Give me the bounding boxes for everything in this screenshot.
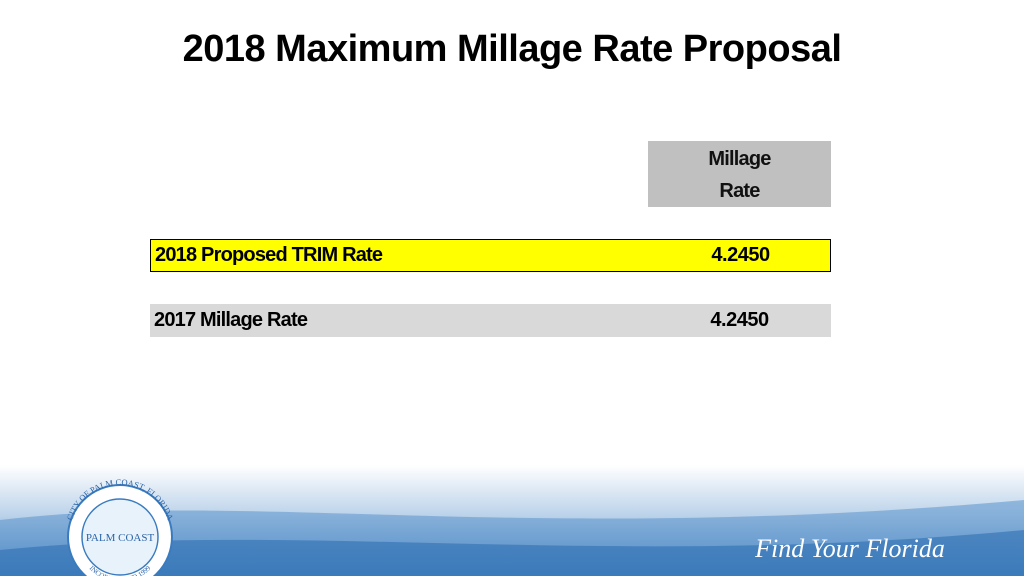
- logo-name: PALM COAST: [86, 532, 155, 544]
- table-row: 2017 Millage Rate 4.2450: [150, 304, 831, 337]
- wave: [0, 530, 1024, 576]
- logo-ring: [67, 484, 173, 576]
- footer-band: [0, 465, 1024, 576]
- table-header: Millage Rate: [648, 141, 831, 207]
- wave: [0, 500, 1024, 576]
- row-value: 4.2450: [710, 309, 769, 331]
- row-label: 2017 Millage Rate: [154, 309, 308, 331]
- row-label: 2018 Proposed TRIM Rate: [155, 244, 383, 266]
- logo-ring-text: INCORPORATED 1999: [88, 564, 153, 576]
- logo-ring-text: CITY OF PALM COAST, FLORIDA: [64, 477, 175, 522]
- slide-title: 2018 Maximum Millage Rate Proposal: [182, 28, 842, 70]
- table-row: 2018 Proposed TRIM Rate 4.2450: [150, 239, 831, 272]
- logo-center: [81, 498, 159, 576]
- tagline: Find Your Florida: [754, 534, 945, 563]
- row-value: 4.2450: [711, 244, 770, 266]
